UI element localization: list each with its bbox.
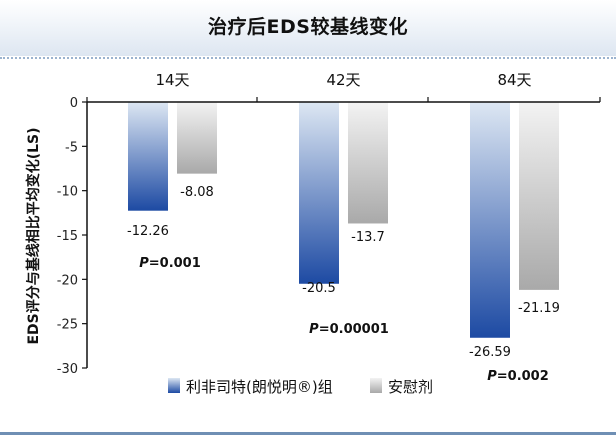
- legend-swatch: [370, 378, 382, 393]
- y-tick-label: -10: [57, 185, 78, 200]
- bar-treatment-2: [299, 102, 339, 284]
- bar-placebo-2: [348, 102, 388, 224]
- chart-title: 治疗后EDS较基线变化: [208, 16, 408, 38]
- bar-treatment-1: [128, 102, 168, 211]
- data-label: -20.5: [302, 281, 336, 296]
- data-label: -13.7: [351, 230, 385, 245]
- data-label: -26.59: [469, 345, 511, 360]
- p-value-label: P=0.002: [487, 369, 549, 384]
- y-tick-label: -20: [57, 273, 78, 288]
- bar-placebo-3: [519, 102, 559, 290]
- data-label: -8.08: [180, 185, 214, 200]
- category-label: 14天: [155, 71, 189, 89]
- category-label: 42天: [326, 71, 360, 89]
- bar-placebo-1: [177, 102, 217, 174]
- y-tick-label: -5: [65, 140, 78, 155]
- title-banner: 治疗后EDS较基线变化: [0, 0, 616, 56]
- data-label: -21.19: [518, 301, 560, 316]
- data-label: -12.26: [127, 224, 169, 239]
- y-tick-label: 0: [70, 96, 78, 111]
- y-tick-label: -25: [57, 318, 78, 333]
- title-divider: [0, 57, 616, 59]
- legend-swatch: [168, 378, 180, 393]
- p-value-label: P=0.00001: [309, 322, 389, 337]
- y-axis-label: EDS评分与基线相比平均变化(LS): [25, 127, 42, 344]
- p-value-label: P=0.001: [139, 256, 201, 271]
- legend-label: 安慰剂: [388, 378, 433, 396]
- category-label: 84天: [497, 71, 531, 89]
- legend-label: 利非司特(朗悦明®)组: [186, 378, 333, 396]
- bottom-border: [0, 432, 616, 435]
- y-tick-label: -30: [57, 362, 78, 377]
- bar-treatment-3: [470, 102, 510, 338]
- y-tick-label: -15: [57, 229, 78, 244]
